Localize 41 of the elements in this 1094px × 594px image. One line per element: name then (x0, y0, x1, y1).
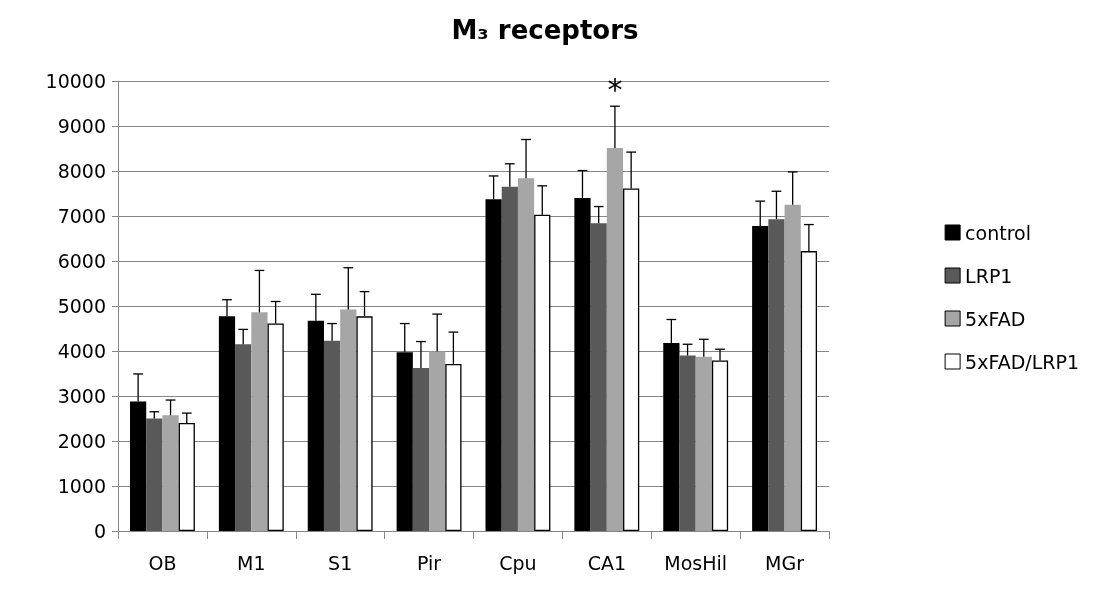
y-tick-label: 3000 (57, 385, 106, 407)
x-tick-label: MGr (765, 551, 805, 574)
y-tick-label: 6000 (57, 250, 106, 272)
bar (517, 178, 535, 531)
legend-label: 5xFAD (965, 307, 1026, 330)
x-tick-label: Cpu (499, 551, 537, 574)
bar (695, 356, 712, 531)
y-tick-label: 5000 (57, 295, 106, 317)
annotation: * (607, 71, 623, 107)
bar (679, 355, 696, 531)
y-tick-label: 10000 (45, 70, 106, 92)
bar (606, 148, 624, 531)
x-tick-label: M1 (237, 551, 266, 574)
bar (251, 312, 268, 531)
bar (429, 351, 446, 531)
bar (146, 418, 163, 531)
legend-label: 5xFAD/LRP1 (965, 350, 1080, 373)
y-tick-label: 9000 (57, 115, 106, 137)
x-tick-label: Pir (416, 551, 442, 574)
legend-label: control (965, 221, 1031, 244)
chart-title: M₃ receptors (451, 15, 639, 45)
y-tick-label: 8000 (57, 160, 106, 182)
bar (501, 186, 518, 531)
y-tick-label: 4000 (57, 340, 106, 362)
bar (323, 340, 341, 531)
bar (768, 219, 785, 531)
x-tick-label: OB (148, 551, 177, 574)
bar (340, 309, 357, 531)
y-tick-label: 1000 (57, 475, 106, 497)
x-tick-label: S1 (328, 551, 353, 574)
x-tick-label: CA1 (587, 551, 626, 574)
legend-label: LRP1 (965, 264, 1013, 287)
bar (235, 344, 252, 531)
y-tick-label: 7000 (57, 205, 106, 227)
bar (784, 204, 801, 531)
bar (162, 415, 179, 531)
y-tick-label: 0 (93, 520, 106, 542)
y-tick-label: 2000 (57, 430, 106, 452)
bar (412, 368, 430, 531)
bar (590, 223, 607, 531)
x-tick-label: MosHil (664, 551, 728, 574)
